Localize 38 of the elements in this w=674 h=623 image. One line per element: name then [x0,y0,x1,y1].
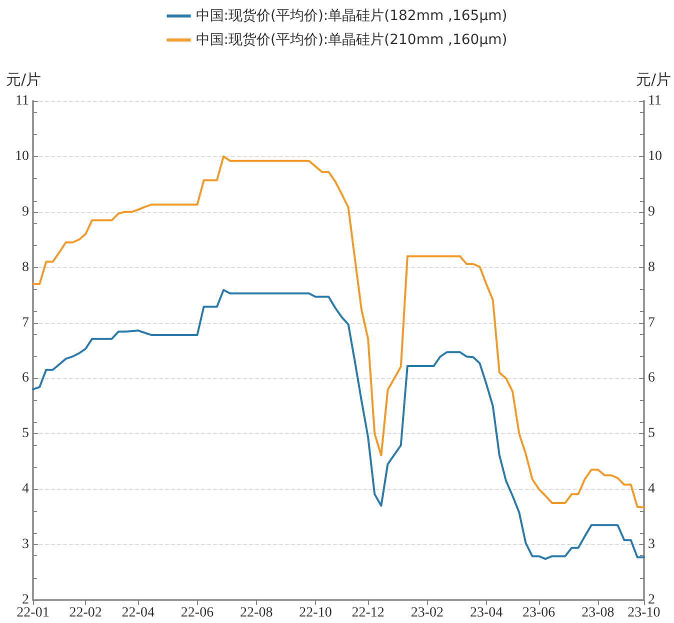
y-axis-title: 元/片 [6,70,41,88]
y-tick-label: 4 [22,482,29,497]
y2-tick-label: 11 [648,94,662,108]
y-tick-label: 6 [22,370,29,386]
y-tick-label: 5 [22,426,29,442]
line-series [32,155,645,508]
legend-label: 中国:现货价(平均价):单晶硅片(210mm ,160μm) [196,32,508,48]
x-tick-label: 22-06 [180,606,214,620]
y2-tick-label: 2 [648,592,655,608]
y-tick-label: 2 [22,592,29,608]
x-tick-label: 23-06 [522,606,556,620]
y-tick-label: 9 [22,204,29,220]
x-tick-label: 23-04 [470,606,503,620]
y2-axis-title: 元/片 [636,70,672,88]
x-tick-label: 22-12 [352,606,384,620]
x-tick-label: 22-08 [240,606,273,620]
y2-tick-label: 5 [648,426,655,442]
y-tick-label: 10 [15,148,29,164]
y-tick-label: 8 [22,260,29,275]
x-tick-label: 23-02 [410,606,444,620]
x-tick-label: 22-10 [299,606,332,620]
x-tick-label: 22-01 [16,606,50,620]
y-tick-label: 3 [22,537,29,552]
y2-tick-label: 6 [648,370,655,386]
y2-tick-label: 7 [648,315,655,330]
y2-tick-label: 9 [648,204,655,220]
y-tick-label: 7 [22,315,29,330]
y-tick-label: 11 [16,94,29,108]
legend-label: 中国:现货价(平均价):单晶硅片(182mm ,165μm) [196,8,508,24]
x-tick-label: 23-08 [582,606,614,620]
y2-tick-label: 8 [648,260,655,275]
y2-tick-label: 4 [648,482,655,497]
line-series [32,289,645,560]
y2-tick-label: 3 [648,537,655,552]
x-tick-label: 22-02 [69,606,102,620]
y2-tick-label: 10 [648,148,662,164]
x-tick-label: 23-10 [628,606,660,620]
x-tick-label: 22-04 [122,606,154,620]
